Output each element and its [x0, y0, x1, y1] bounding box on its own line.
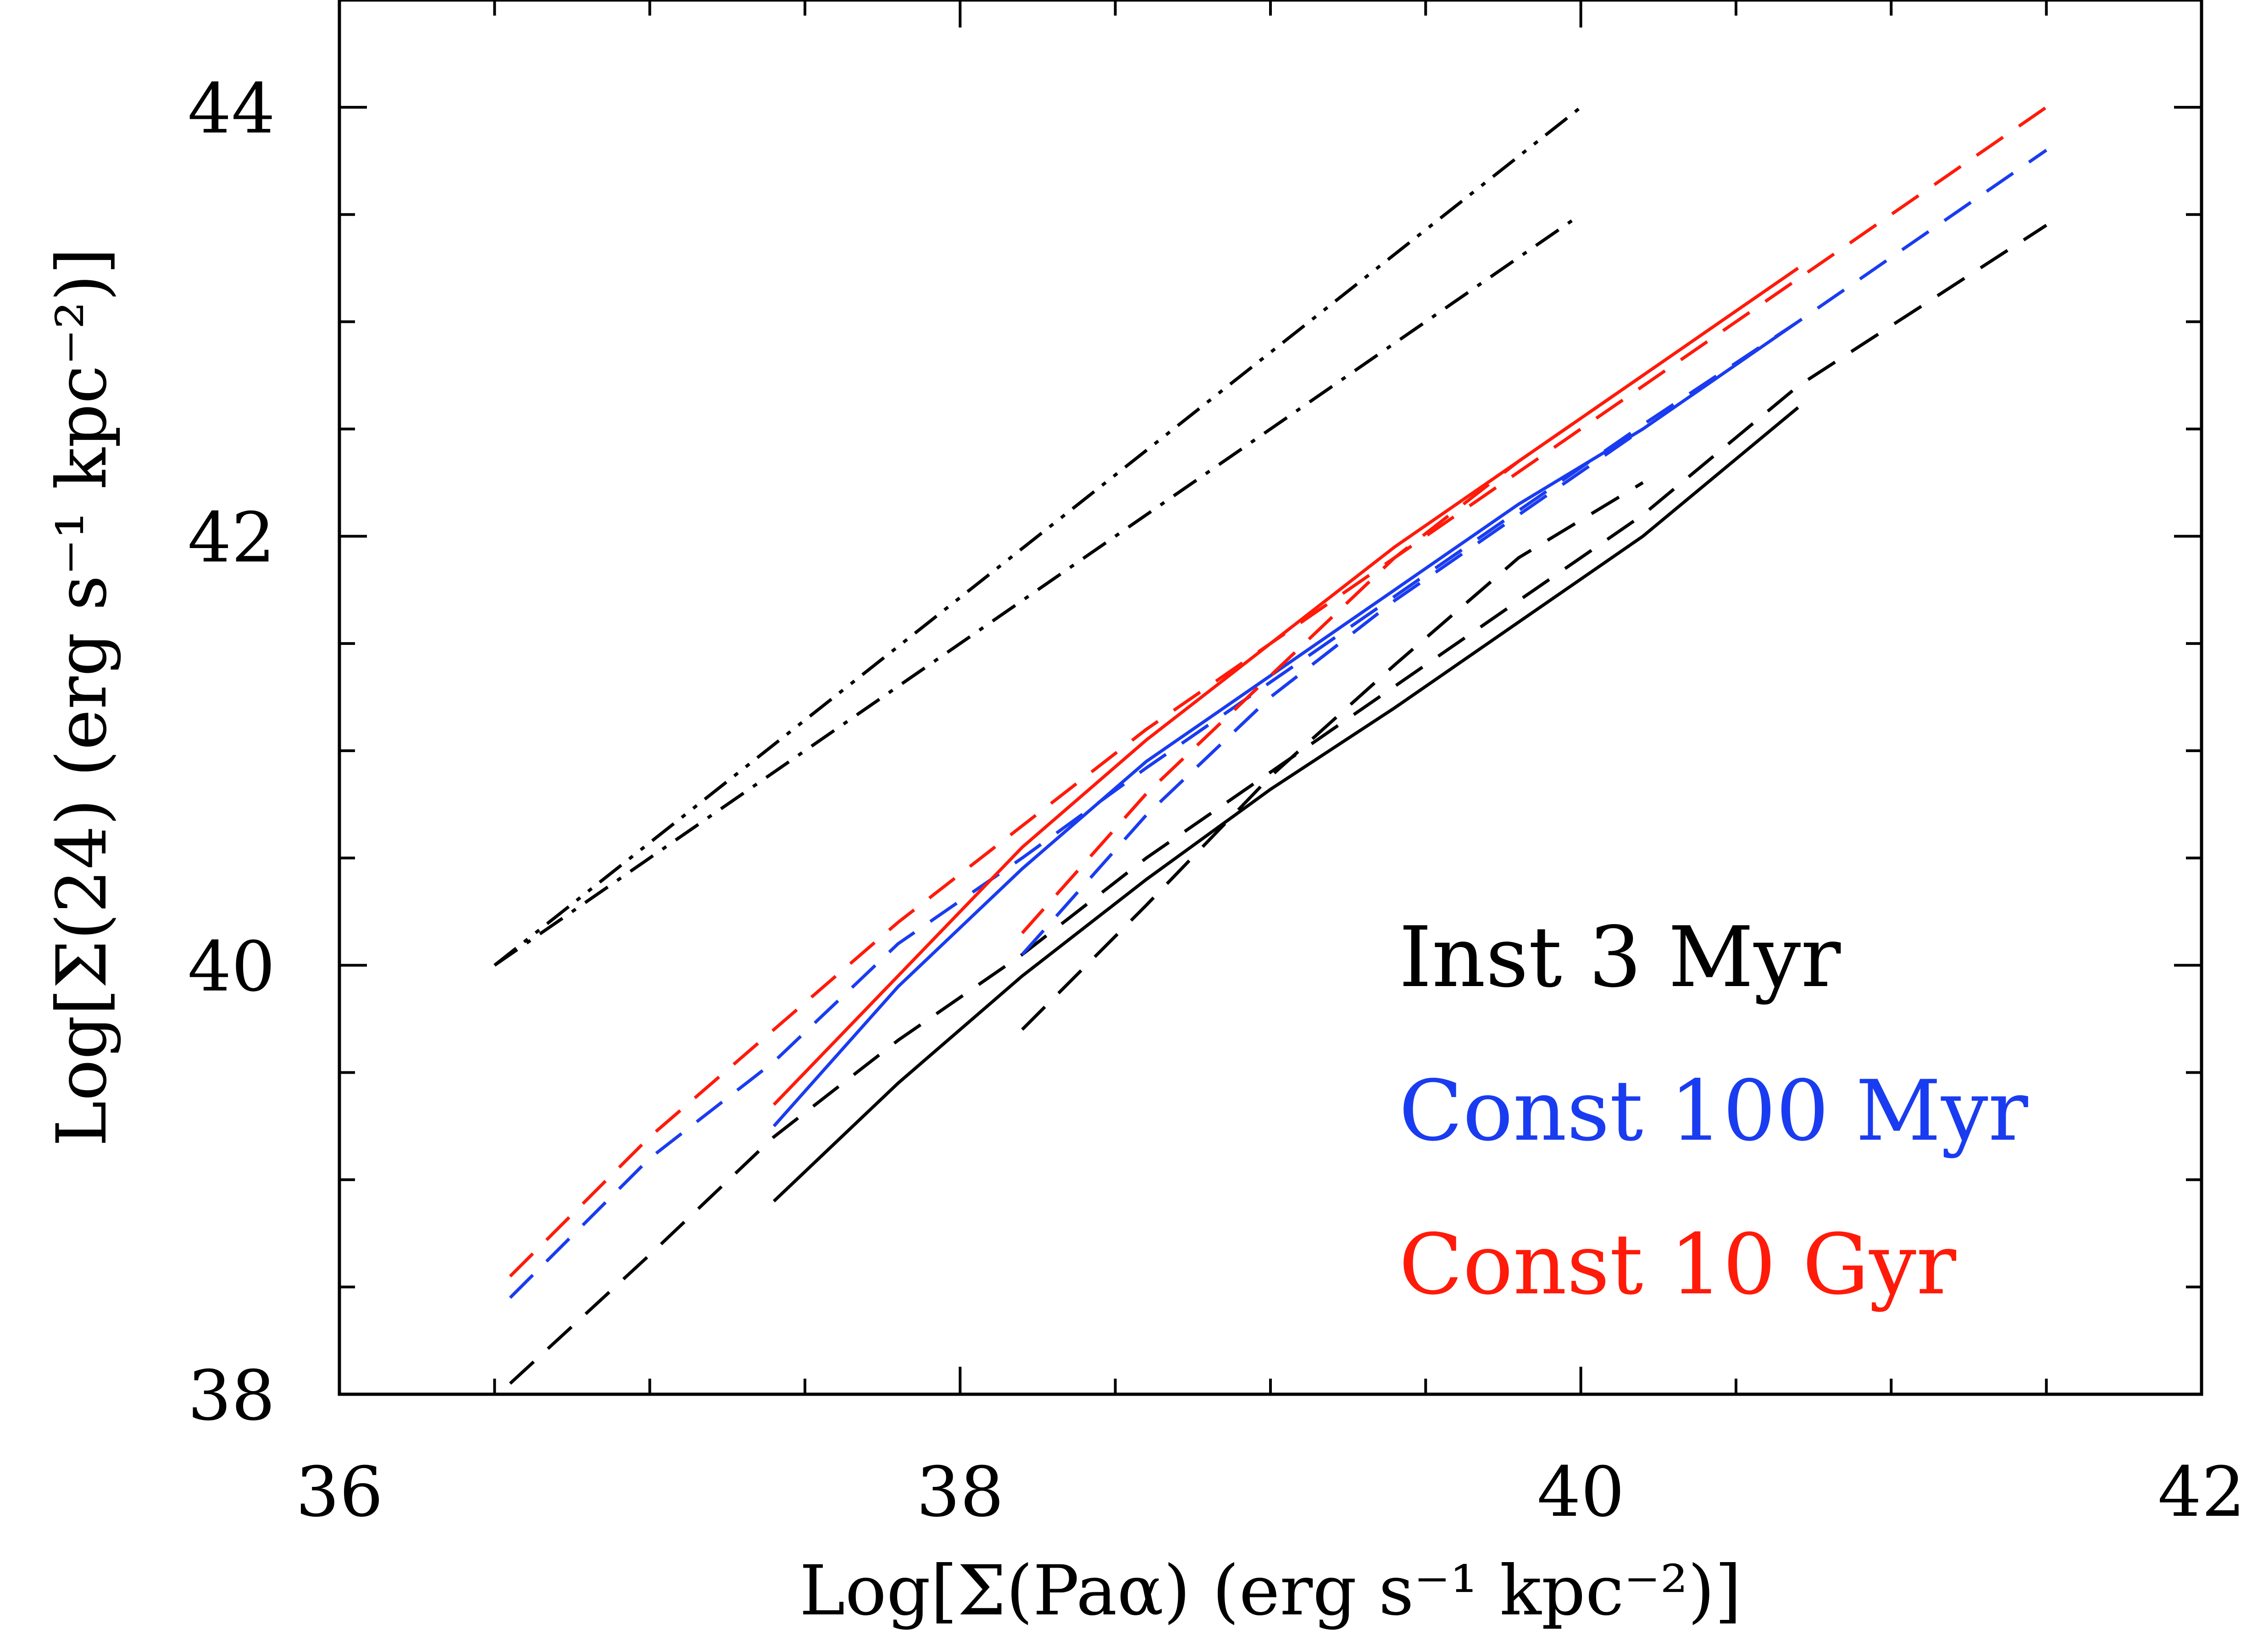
legend-label-const-100-myr: Const 100 Myr: [1399, 1062, 2028, 1159]
series-line-9-dashed: [509, 105, 2047, 1278]
legend-label-inst-3-myr: Inst 3 Myr: [1399, 909, 1841, 1006]
tick-labels: 36 38 40 42 38 40 42 44: [188, 69, 2245, 1532]
series-line-4-dashdotdot: [494, 106, 1582, 967]
series-line-10-dashed: [1021, 374, 1644, 934]
series-line-7-dashed: [1021, 427, 1644, 956]
plot-lines: [494, 105, 2047, 1385]
series-line-6-dashed: [509, 149, 2047, 1299]
x-axis-title: Log[Σ(Paα) (erg s⁻¹ kpc⁻²)]: [799, 1551, 1742, 1631]
x-tick-label: 40: [1537, 1452, 1625, 1532]
legend-label-const-10-gyr: Const 10 Gyr: [1399, 1216, 1956, 1313]
y-tick-label: 40: [188, 927, 275, 1007]
y-axis-title: Log[Σ(24) (erg s⁻¹ kpc⁻²)]: [42, 248, 122, 1147]
legend: Inst 3 Myr Const 100 Myr Const 10 Gyr: [1399, 909, 2028, 1313]
y-tick-label: 38: [188, 1356, 275, 1436]
y-tick-label: 42: [188, 498, 275, 578]
series-line-2-dashed: [1021, 481, 1644, 1031]
x-tick-label: 42: [2158, 1452, 2246, 1532]
series-line-0-solid: [772, 406, 1799, 1203]
series-line-5-solid: [772, 320, 1799, 1127]
y-tick-label: 44: [188, 69, 275, 149]
x-tick-label: 36: [296, 1452, 383, 1532]
series-line-1-dashed: [509, 224, 2047, 1385]
plot-frame: [338, 0, 2203, 1396]
x-tick-label: 38: [916, 1452, 1004, 1532]
